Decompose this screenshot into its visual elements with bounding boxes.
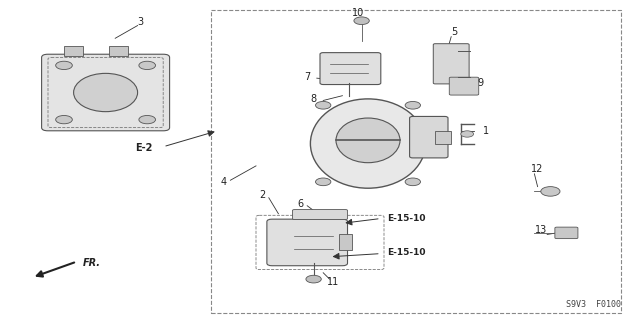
- Bar: [339, 234, 352, 250]
- Bar: [109, 46, 128, 56]
- Ellipse shape: [336, 118, 400, 163]
- Circle shape: [139, 61, 156, 70]
- Ellipse shape: [310, 99, 426, 188]
- Text: 1: 1: [483, 126, 490, 136]
- Circle shape: [316, 101, 331, 109]
- Circle shape: [56, 115, 72, 124]
- Text: FR.: FR.: [83, 258, 101, 268]
- Text: 13: 13: [534, 225, 547, 235]
- Circle shape: [306, 275, 321, 283]
- Text: E-15-10: E-15-10: [387, 214, 426, 223]
- Text: S9V3  F0100: S9V3 F0100: [566, 300, 621, 309]
- Text: 5: 5: [451, 27, 458, 37]
- Text: 2: 2: [259, 189, 266, 200]
- Text: E-15-10: E-15-10: [387, 248, 426, 256]
- Text: 4: 4: [221, 177, 227, 187]
- FancyBboxPatch shape: [292, 210, 348, 219]
- Ellipse shape: [74, 73, 138, 112]
- FancyBboxPatch shape: [410, 116, 448, 158]
- Text: 3: 3: [138, 17, 144, 27]
- FancyBboxPatch shape: [320, 53, 381, 85]
- Circle shape: [405, 101, 420, 109]
- Circle shape: [139, 115, 156, 124]
- Circle shape: [541, 187, 560, 196]
- Circle shape: [405, 178, 420, 186]
- FancyBboxPatch shape: [42, 54, 170, 131]
- Bar: [211, 10, 621, 313]
- Bar: [64, 46, 83, 56]
- Text: 9: 9: [477, 78, 483, 88]
- FancyBboxPatch shape: [449, 77, 479, 95]
- Text: 6: 6: [298, 199, 304, 209]
- Bar: [435, 131, 451, 144]
- Text: E-2: E-2: [135, 143, 153, 153]
- Circle shape: [461, 131, 474, 137]
- FancyBboxPatch shape: [555, 227, 578, 239]
- Text: 11: 11: [326, 277, 339, 287]
- Circle shape: [56, 61, 72, 70]
- Text: 12: 12: [531, 164, 544, 174]
- FancyBboxPatch shape: [267, 219, 348, 266]
- Circle shape: [316, 178, 331, 186]
- Text: 8: 8: [310, 94, 317, 104]
- Text: 7: 7: [304, 71, 310, 82]
- Text: 10: 10: [352, 8, 365, 18]
- FancyBboxPatch shape: [433, 44, 469, 84]
- Circle shape: [354, 17, 369, 25]
